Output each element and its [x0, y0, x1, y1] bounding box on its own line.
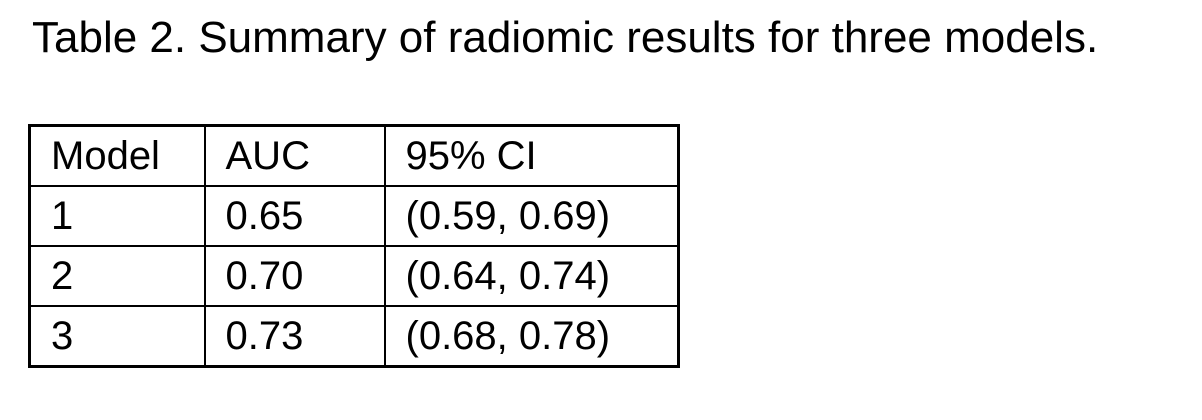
column-header-model: Model	[28, 124, 206, 187]
table-row: 2 0.70 (0.64, 0.74)	[28, 245, 680, 307]
cell-model: 1	[28, 185, 206, 247]
cell-model: 2	[28, 245, 206, 307]
table-row: 3 0.73 (0.68, 0.78)	[28, 305, 680, 368]
table-body: 1 0.65 (0.59, 0.69) 2 0.70 (0.64, 0.74) …	[28, 185, 680, 368]
column-header-auc: AUC	[203, 124, 386, 187]
cell-auc: 0.65	[203, 185, 386, 247]
table-header: Model AUC 95% CI	[28, 124, 680, 187]
table-row: 1 0.65 (0.59, 0.69)	[28, 185, 680, 247]
cell-auc: 0.73	[203, 305, 386, 368]
cell-auc: 0.70	[203, 245, 386, 307]
table-caption: Table 2. Summary of radiomic results for…	[32, 13, 1099, 62]
cell-model: 3	[28, 305, 206, 368]
header-row: Model AUC 95% CI	[28, 124, 680, 187]
cell-ci: (0.68, 0.78)	[383, 305, 680, 368]
results-table: Model AUC 95% CI 1 0.65 (0.59, 0.69) 2 0…	[28, 124, 680, 368]
cell-ci: (0.64, 0.74)	[383, 245, 680, 307]
column-header-ci: 95% CI	[383, 124, 680, 187]
cell-ci: (0.59, 0.69)	[383, 185, 680, 247]
